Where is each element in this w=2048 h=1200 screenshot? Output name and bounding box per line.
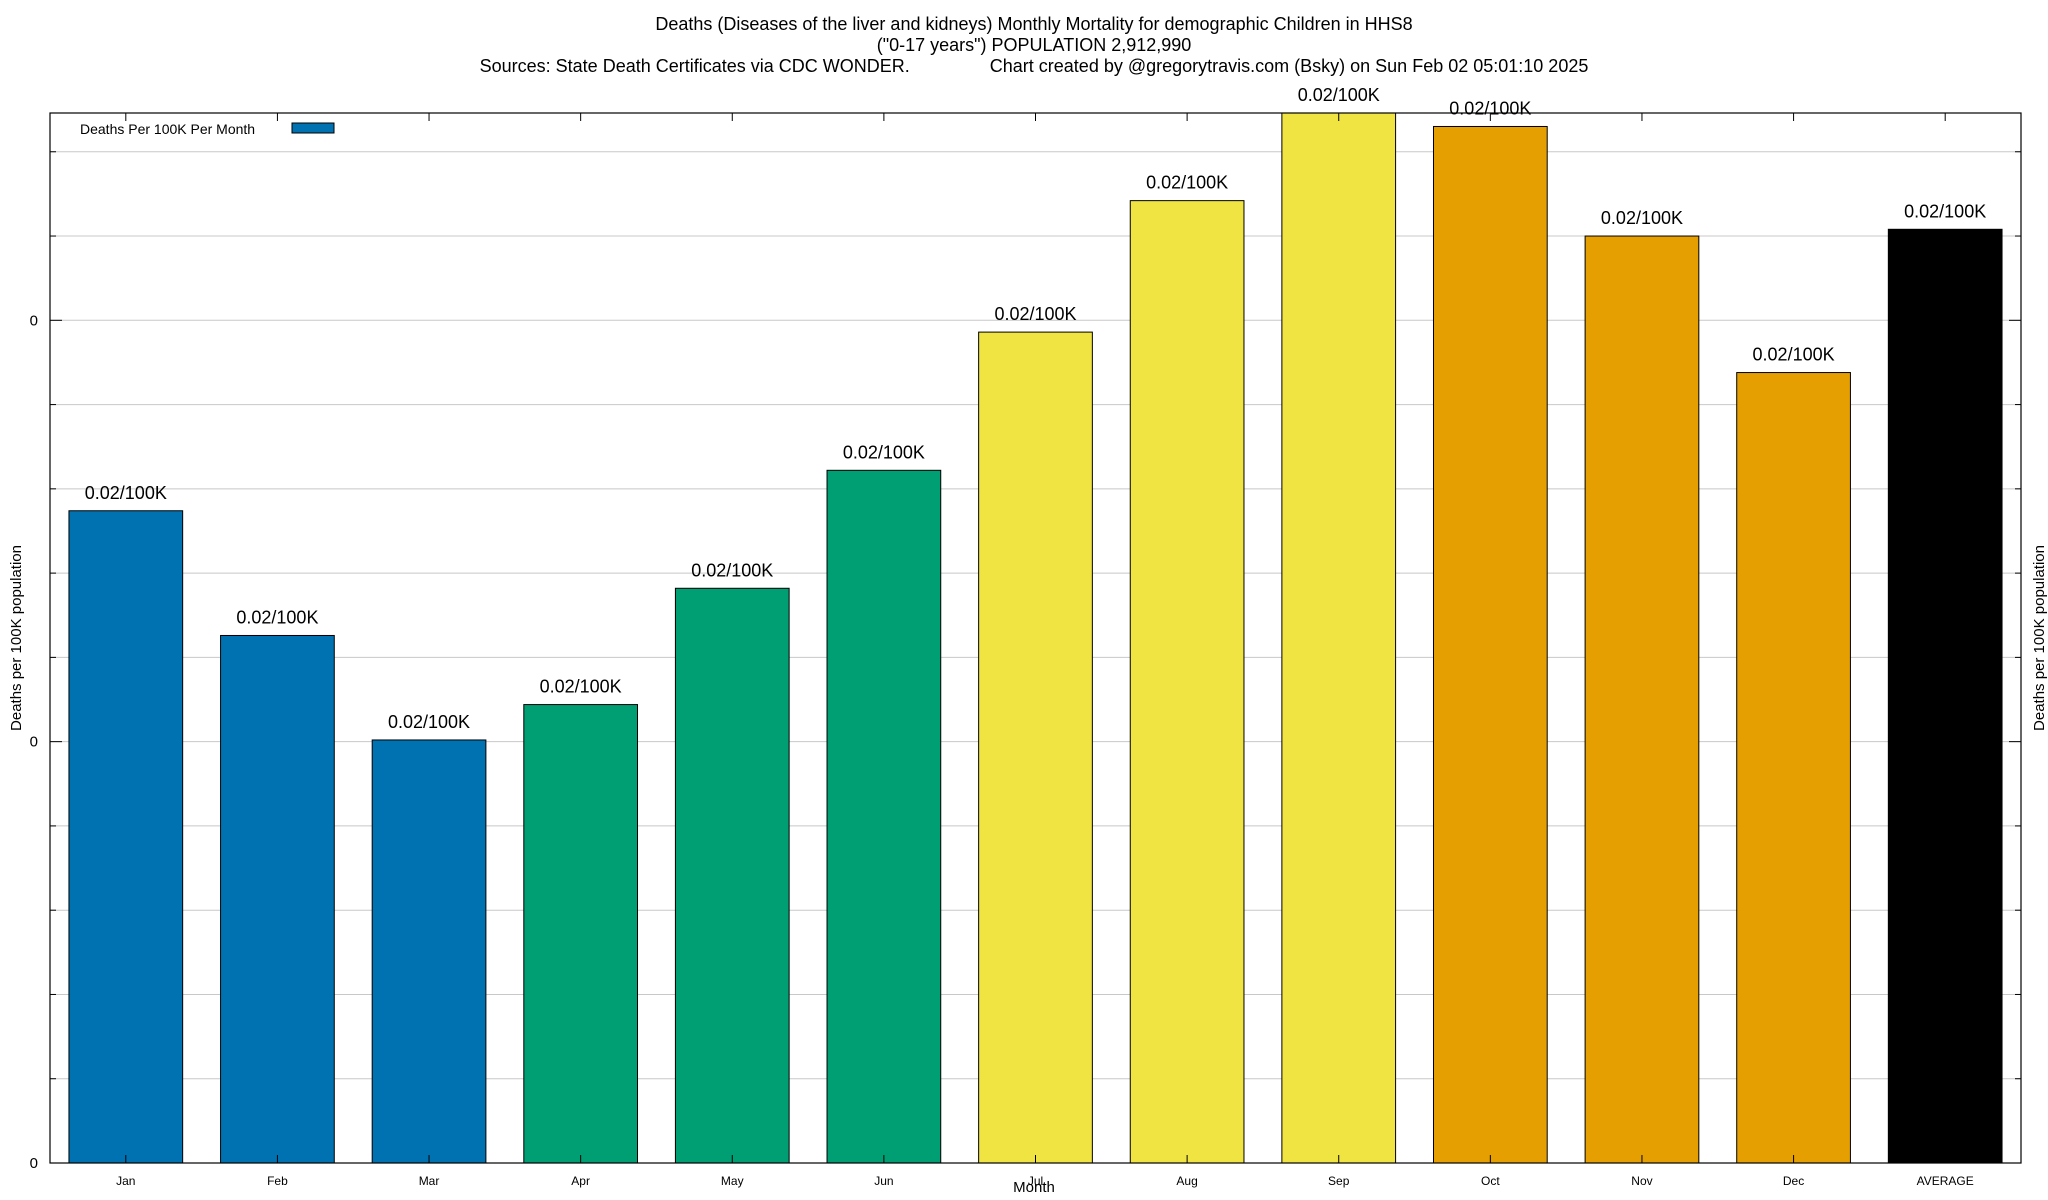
bar-data-label: 0.02/100K [1601, 208, 1683, 228]
x-tick-label: Mar [419, 1174, 440, 1188]
bar-jul [978, 331, 1093, 1164]
bar-feb [220, 634, 335, 1164]
bar-nov [1584, 235, 1700, 1164]
y-axis-label: Deaths per 100K population [8, 545, 25, 731]
bar-data-label: 0.02/100K [1298, 85, 1380, 105]
bar-data-label: 0.02/100K [843, 442, 925, 462]
bar-data-label: 0.02/100K [994, 304, 1076, 324]
axis-ticks: 0 0 0 Jan Feb Mar Apr May Jun Jul Aug Sep Oct Nov Dec A… [30, 113, 2021, 1188]
x-tick-label: Dec [1783, 1174, 1804, 1188]
chart-title-line-2: ("0-17 years") POPULATION 2,912,990 [877, 35, 1192, 55]
bar-average [1887, 228, 2003, 1164]
plot-frame [49, 112, 2022, 1164]
bar-data-label: 0.02/100K [1146, 173, 1228, 193]
bars: 0.02/100K 0.02/100K 0.02/100K 0.02/100K 0.02… [68, 85, 2003, 1164]
x-tick-label: Jul [1028, 1174, 1043, 1188]
legend: Deaths Per 100K Per Month [80, 121, 335, 137]
bar-apr [523, 704, 639, 1164]
x-tick-label: Oct [1481, 1174, 1500, 1188]
bar-data-label: 0.02/100K [388, 712, 470, 732]
chart-title-line-1: Deaths (Diseases of the liver and kidney… [655, 14, 1412, 34]
bar-mar [371, 739, 487, 1164]
x-tick-label: Apr [571, 1174, 590, 1188]
bar-may [674, 587, 790, 1164]
bar-data-label: 0.02/100K [1904, 201, 1986, 221]
x-tick-label: May [721, 1174, 744, 1188]
bar-jun [826, 469, 942, 1164]
chart-title: Deaths (Diseases of the liver and kidney… [480, 14, 1589, 76]
x-tick-label: Nov [1631, 1174, 1652, 1188]
chart-title-line-3: Sources: State Death Certificates via CD… [480, 56, 1589, 76]
bar-sep [1281, 112, 1397, 1164]
x-tick-label: AVERAGE [1917, 1174, 1974, 1188]
x-tick-label: Jun [874, 1174, 893, 1188]
bar-data-label: 0.02/100K [691, 560, 773, 580]
x-tick-label: Jan [116, 1174, 135, 1188]
bar-dec [1736, 372, 1851, 1164]
bar-data-label: 0.02/100K [85, 483, 167, 503]
y-tick-label: 0 [30, 734, 38, 751]
bar-aug [1129, 200, 1245, 1164]
bar-oct [1432, 125, 1548, 1164]
x-tick-label: Aug [1176, 1174, 1197, 1188]
bar-data-label: 0.02/100K [1753, 345, 1835, 365]
bar-data-label: 0.02/100K [236, 607, 318, 627]
legend-label: Deaths Per 100K Per Month [80, 121, 255, 137]
bar-data-label: 0.02/100K [540, 677, 622, 697]
legend-swatch [291, 122, 335, 134]
x-axis-label: Month [1013, 1179, 1055, 1196]
y-tick-label: 0 [30, 1155, 38, 1172]
x-tick-label: Sep [1328, 1174, 1350, 1188]
bar-jan [68, 510, 184, 1164]
y-tick-label: 0 [30, 312, 38, 329]
x-tick-label: Feb [267, 1174, 288, 1188]
y-axis-label-right: Deaths per 100K population [2031, 545, 2048, 731]
